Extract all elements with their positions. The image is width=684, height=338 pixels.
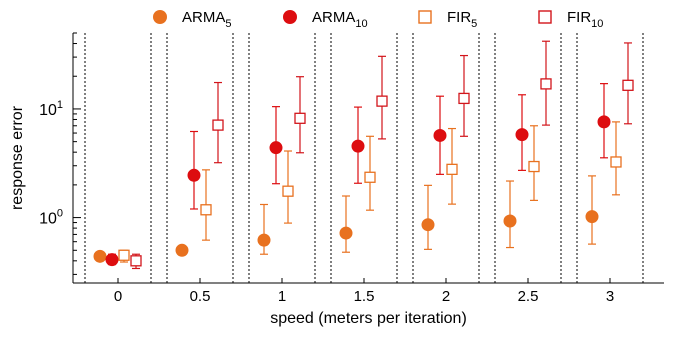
x-tick-label: 0.5 bbox=[190, 288, 211, 305]
x-tick-label: 1 bbox=[278, 288, 286, 305]
point-arma10 bbox=[597, 115, 611, 129]
point-fir10 bbox=[130, 255, 142, 267]
legend-label-base: ARMA bbox=[312, 9, 355, 26]
point-arma10 bbox=[515, 128, 529, 142]
point-fir5 bbox=[364, 171, 376, 183]
point-fir5 bbox=[282, 185, 294, 197]
legend-label-arma5: ARMA5 bbox=[182, 9, 231, 30]
point-fir5 bbox=[610, 156, 622, 168]
point-arma5 bbox=[175, 243, 189, 257]
legend-marker-arma5 bbox=[153, 10, 167, 24]
y-tick-label: 101 bbox=[39, 99, 63, 119]
point-arma10 bbox=[187, 168, 201, 182]
point-arma5 bbox=[257, 233, 271, 247]
y-tick-label: 100 bbox=[39, 208, 63, 228]
y-tick-label-exponent: 1 bbox=[57, 99, 63, 111]
legend-label-subscript: 5 bbox=[471, 18, 477, 30]
y-tick-label-exponent: 0 bbox=[57, 208, 63, 220]
x-tick-label: 3 bbox=[606, 288, 614, 305]
legend-label-base: FIR bbox=[447, 9, 471, 26]
point-arma5 bbox=[339, 226, 353, 240]
point-arma10 bbox=[269, 141, 283, 155]
point-arma5 bbox=[585, 210, 599, 224]
point-fir5 bbox=[528, 160, 540, 173]
legend-label-arma10: ARMA10 bbox=[312, 9, 368, 30]
y-axis-label: response error bbox=[9, 105, 26, 210]
point-arma10 bbox=[105, 253, 119, 267]
point-fir10 bbox=[540, 78, 552, 90]
point-fir5 bbox=[118, 249, 130, 261]
y-tick-label-base: 10 bbox=[39, 211, 57, 228]
legend-label-base: FIR bbox=[567, 9, 591, 26]
legend-label-fir5: FIR5 bbox=[447, 9, 477, 30]
legend-label-fir10: FIR10 bbox=[567, 9, 603, 30]
point-fir5 bbox=[200, 204, 212, 216]
point-arma10 bbox=[433, 128, 447, 142]
point-fir5 bbox=[446, 163, 458, 175]
legend-label-subscript: 5 bbox=[225, 18, 231, 30]
x-tick-label: 2.5 bbox=[518, 288, 539, 305]
legend-marker-arma10 bbox=[283, 10, 297, 24]
legend-label-subscript: 10 bbox=[591, 18, 603, 30]
legend-marker-fir5 bbox=[418, 10, 432, 24]
legend-marker-fir10 bbox=[538, 10, 552, 24]
point-arma5 bbox=[93, 249, 107, 263]
point-fir10 bbox=[458, 92, 470, 105]
x-tick-label: 1.5 bbox=[354, 288, 375, 305]
legend-label-base: ARMA bbox=[182, 9, 225, 26]
point-fir10 bbox=[294, 112, 306, 124]
point-fir10 bbox=[212, 119, 224, 131]
point-arma5 bbox=[503, 214, 517, 228]
x-axis-label: speed (meters per iteration) bbox=[270, 310, 467, 327]
point-fir10 bbox=[622, 79, 634, 91]
y-tick-label-base: 10 bbox=[39, 102, 57, 119]
legend-label-subscript: 10 bbox=[355, 18, 367, 30]
point-arma10 bbox=[351, 139, 365, 153]
x-tick-label: 0 bbox=[114, 288, 122, 305]
x-tick-label: 2 bbox=[442, 288, 450, 305]
point-arma5 bbox=[421, 218, 435, 232]
point-fir10 bbox=[376, 95, 388, 107]
